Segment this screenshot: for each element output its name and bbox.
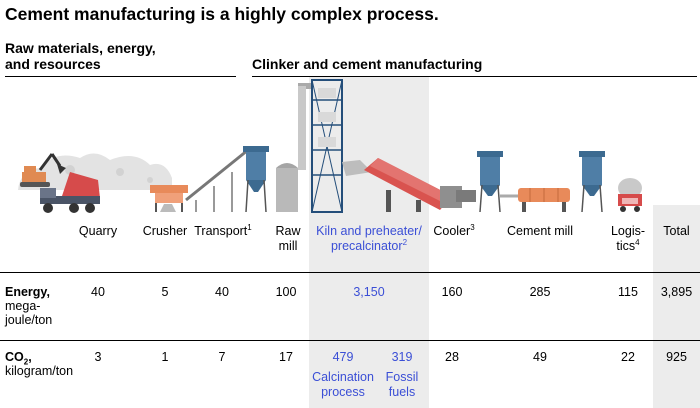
excavator-icon [20,153,66,187]
energy-value-crusher: 5 [161,285,169,299]
note-calcination-process: Calcination process [312,370,374,399]
co2-value-crusher: 1 [161,350,169,364]
col-label-cement-mill: Cement mill [507,224,573,238]
col-label-kiln: Kiln and preheater/precalcinator2 [316,224,422,253]
total-highlight-band [653,205,700,408]
co2-value-calcination: 479 [332,350,354,364]
co2-value-total: 925 [666,350,687,364]
col-label-crusher: Crusher [142,224,188,238]
energy-value-raw-mill: 100 [275,285,297,299]
co2-value-logistics: 22 [621,350,635,364]
cement-truck-icon [618,178,642,212]
energy-value-cement-mill: 285 [529,285,551,299]
col-label-cooler: Cooler3 [433,222,475,238]
row-divider-middle [0,340,700,341]
section-raw-rule [5,76,236,77]
energy-value-logistics: 115 [618,285,638,299]
row-divider-top [0,272,700,273]
co2-value-fossil-fuels: 319 [391,350,413,364]
dump-truck-icon [40,172,100,213]
kiln-highlight-band [309,76,429,408]
storage-silo-icon [243,146,269,213]
cement-silo-icon [579,151,605,213]
rotary-kiln-icon [342,158,452,212]
row-label-co2: CO2, kilogram/ton [5,350,74,378]
preheater-tower-icon [311,79,343,213]
co2-value-quarry: 3 [94,350,102,364]
duct-riser-icon [298,86,306,170]
co2-value-raw-mill: 17 [279,350,293,364]
raw-mill-icon [276,163,298,212]
energy-value-kiln: 3,150 [353,285,385,299]
conveyor-belt-icon [185,148,249,212]
row-label-energy: Energy, mega- joule/ton [5,285,53,327]
col-label-quarry: Quarry [78,224,118,238]
energy-value-total: 3,895 [660,285,693,299]
crusher-icon [150,185,188,212]
col-label-logistics: Logis-tics4 [610,224,646,253]
co2-value-cement-mill: 49 [533,350,547,364]
clinker-silo-icon [477,151,503,213]
co2-value-transport: 7 [218,350,226,364]
section-raw-materials: Raw materials, energy, and resources [5,40,156,72]
section-clinker: Clinker and cement manufacturing [252,56,483,72]
energy-value-quarry: 40 [91,285,105,299]
co2-value-cooler: 28 [445,350,459,364]
col-label-total: Total [663,224,690,238]
note-fossil-fuels: Fossil fuels [385,370,419,399]
page-title: Cement manufacturing is a highly complex… [5,4,439,24]
section-clinker-rule [252,76,697,77]
energy-value-transport: 40 [215,285,229,299]
col-label-raw-mill: Raw mill [275,224,301,253]
col-label-transport: Transport1 [194,222,252,238]
clinker-cooler-icon [440,186,476,208]
energy-value-cooler: 160 [441,285,463,299]
cement-mill-icon [518,188,570,212]
